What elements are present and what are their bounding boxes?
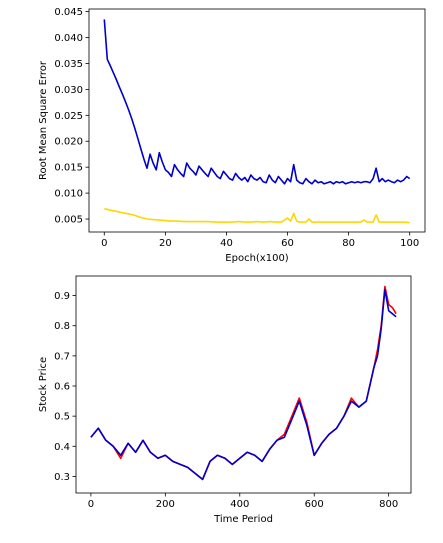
chart-0-series-1-line [104,207,410,224]
chart-0-y-tick-label: 0.025 [54,111,83,122]
chart-0-x-tick-label: 0 [101,238,107,249]
chart-1-y-axis-label: Stock Price [38,357,49,412]
chart-0-y-tick-label: 0.015 [54,163,83,174]
chart-0-x-tick-label: 60 [281,238,294,249]
chart-1-x-tick-label: 0 [88,499,94,510]
chart-0-x-axis-label: Epoch(x100) [225,253,289,264]
chart-1-axes-frame [75,275,412,494]
chart-1-y-tick-label: 0.6 [54,382,70,393]
chart-0-y-axis-label: Root Mean Square Error [38,60,49,180]
chart-0-y-tick-label: 0.035 [54,59,83,70]
chart-0-series-0-line [103,19,411,185]
chart-0-y-tick-label: 0.005 [54,215,83,226]
chart-1-x-tick-label: 200 [156,499,175,510]
chart-1-y-tick-label: 0.7 [54,351,70,362]
chart-1-y-tick-label: 0.9 [54,291,70,302]
chart-0-x-tick-label: 80 [342,238,355,249]
chart-0-y-tick-label: 0.045 [54,7,83,18]
chart-1-y-tick-label: 0.3 [54,472,70,483]
chart-1-series-1-line [90,288,397,481]
chart-0-x-tick-label: 20 [159,238,172,249]
chart-1-y-tick-label: 0.8 [54,321,70,332]
chart-0-x-tick-label: 40 [220,238,233,249]
chart-0-y-tick-label: 0.030 [54,85,83,96]
chart-0-y-tick-label: 0.010 [54,189,83,200]
chart-1-x-tick-label: 600 [305,499,324,510]
chart-1-y-tick-label: 0.5 [54,412,70,423]
chart-0-y-tick-label: 0.040 [54,33,83,44]
stock-price-chart: 0 200 400 600 800 0.3 0.4 0.5 0.6 0.7 0.8 0.9 Time P… [38,275,412,525]
chart-1-x-axis-label: Time Period [213,514,273,525]
chart-1-x-tick-label: 400 [230,499,249,510]
chart-0-y-tick-label: 0.020 [54,137,83,148]
chart-1-x-tick-label: 800 [379,499,398,510]
rmse-chart: 0 20 40 60 80 100 0.005 0.010 0.015 0.020 0.025 0.0… [38,7,426,264]
chart-1-y-tick-label: 0.4 [54,442,70,453]
chart-0-axes-frame [88,8,426,233]
chart-0-x-tick-label: 100 [400,238,419,249]
